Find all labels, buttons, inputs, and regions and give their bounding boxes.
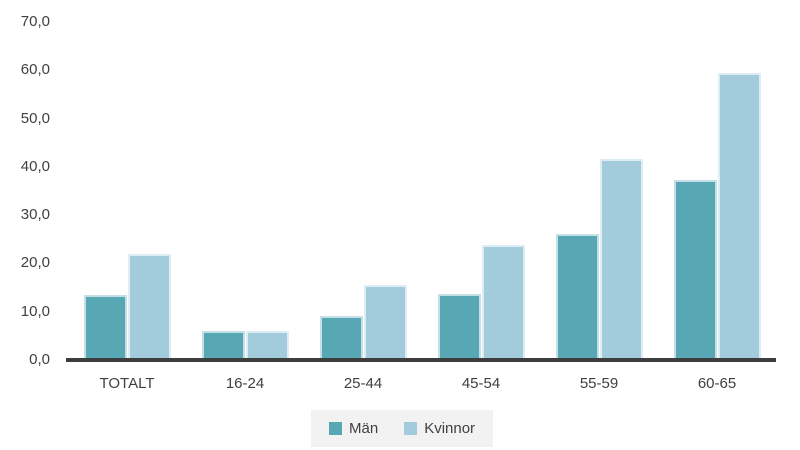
x-axis-category-label: 60-65	[697, 375, 737, 392]
y-axis-tick-label: 70,0	[20, 13, 50, 30]
bar-kvinnor-55-59	[599, 159, 643, 360]
y-axis: 0,0 10,0 20,0 30,0 40,0 50,0 60,0 70,0	[0, 0, 60, 380]
legend-item-män: Män	[329, 420, 378, 437]
x-axis-baseline	[66, 358, 776, 362]
bar-män-55-59	[555, 233, 599, 360]
legend-swatch-icon	[329, 422, 342, 435]
category-group-60-65	[658, 22, 776, 360]
y-axis-tick-label: 50,0	[20, 109, 50, 127]
bar-kvinnor-60-65	[717, 73, 761, 360]
y-axis-tick-label: 40,0	[20, 157, 50, 175]
x-axis: TOTALT 16-24 25-44 45-54 55-59 60-65	[68, 374, 776, 394]
y-axis-tick-label: 60,0	[20, 61, 50, 79]
category-group-55-59	[540, 22, 658, 360]
category-group-16-24	[186, 22, 304, 360]
x-axis-category-label: 25-44	[343, 375, 383, 392]
x-axis-category-label: 16-24	[225, 375, 265, 392]
bar-män-25-44	[319, 316, 363, 360]
legend: Män Kvinnor	[311, 410, 494, 447]
x-axis-category-label: 45-54	[461, 375, 501, 392]
y-axis-tick-label: 20,0	[20, 254, 50, 272]
legend-label: Kvinnor	[424, 420, 476, 437]
y-axis-tick-label: 0,0	[29, 351, 50, 368]
bar-män-60-65	[673, 179, 717, 360]
bar-kvinnor-45-54	[481, 244, 525, 360]
bar-män-45-54	[437, 294, 481, 360]
y-axis-tick-label: 30,0	[20, 206, 50, 224]
legend-swatch-icon	[404, 422, 418, 435]
bar-kvinnor-totalt	[127, 254, 171, 360]
bar-kvinnor-25-44	[363, 284, 407, 360]
legend-label: Män	[349, 420, 379, 437]
x-axis-category-label: 55-59	[579, 375, 619, 392]
legend-item-kvinnor: Kvinnor	[404, 420, 475, 437]
category-group-totalt	[68, 22, 186, 360]
category-group-25-44	[304, 22, 422, 360]
bar-män-16-24	[201, 330, 245, 360]
bar-kvinnor-16-24	[245, 330, 289, 360]
plot-area	[68, 22, 776, 360]
category-group-45-54	[422, 22, 540, 360]
y-axis-tick-label: 10,0	[20, 302, 50, 320]
x-axis-category-label: TOTALT	[99, 375, 155, 392]
bar-män-totalt	[83, 295, 127, 360]
